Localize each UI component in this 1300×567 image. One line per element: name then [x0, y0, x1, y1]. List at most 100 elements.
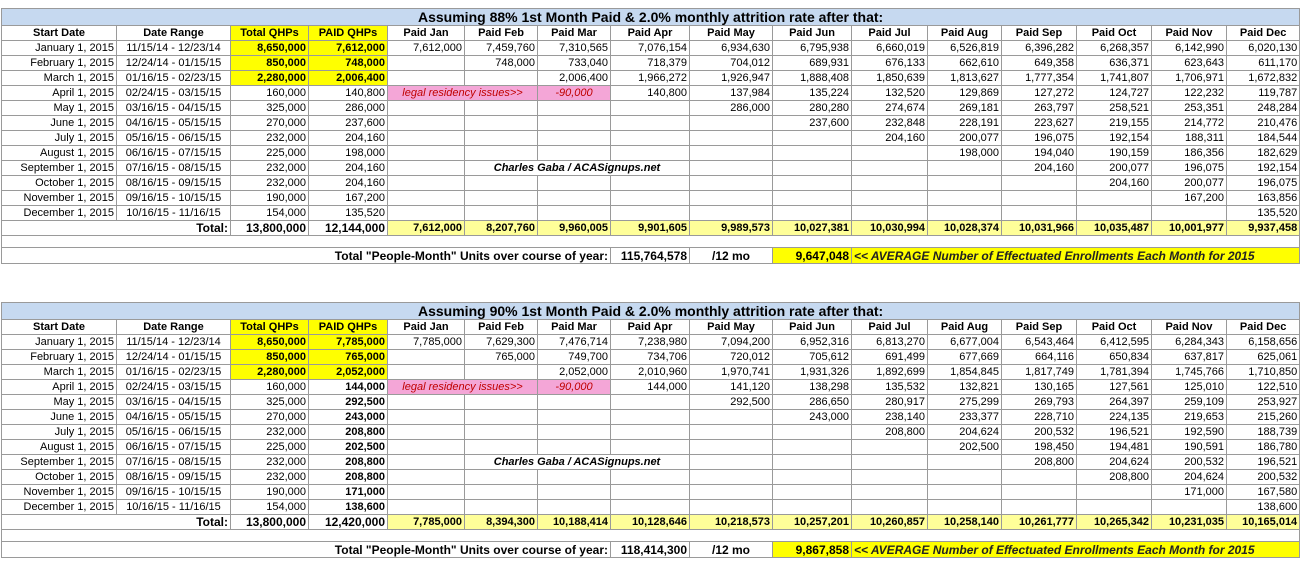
- empty-cell: [689, 160, 773, 176]
- cell: 637,817: [1151, 349, 1227, 365]
- cell: 09/16/15 - 10/15/15: [116, 190, 231, 206]
- column-header: Paid Nov: [1151, 25, 1227, 41]
- empty-cell: [537, 394, 611, 410]
- cell: 636,371: [1076, 55, 1152, 71]
- empty-cell: [772, 484, 852, 500]
- cell: 119,787: [1225, 85, 1300, 101]
- summary-average: 9,867,858: [772, 541, 852, 558]
- column-header: Paid Sep: [1001, 319, 1077, 335]
- cell: 196,075: [1001, 130, 1077, 146]
- cell: -90,000: [537, 85, 611, 101]
- empty-cell: [772, 130, 852, 146]
- cell: 224,135: [1076, 409, 1152, 425]
- empty-cell: [537, 424, 611, 440]
- cell: 6,813,270: [851, 334, 928, 350]
- total-row: Total: 13,800,000 12,420,000 7,785,000 8,394…: [1, 514, 1300, 530]
- cell: 202,500: [927, 439, 1002, 455]
- empty-cell: [387, 454, 465, 470]
- empty-cell: [1001, 190, 1077, 206]
- column-header: Paid Apr: [610, 319, 690, 335]
- cell: 662,610: [927, 55, 1002, 71]
- cell: 748,000: [464, 55, 538, 71]
- cell: 286,000: [689, 100, 773, 116]
- cell: June 1, 2015: [1, 115, 117, 131]
- summary-row: Total "People-Month" Units over course o…: [1, 541, 1300, 558]
- cell: March 1, 2015: [1, 364, 117, 380]
- data-row: June 1, 2015 04/16/15 - 05/15/15 270,000 23…: [1, 115, 1300, 131]
- cell: 198,450: [1001, 439, 1077, 455]
- empty-cell: [387, 394, 465, 410]
- cell: 210,476: [1225, 115, 1300, 131]
- empty-cell: [1076, 499, 1152, 515]
- empty-cell: [689, 409, 773, 425]
- cell: 325,000: [230, 394, 309, 410]
- cell: 232,000: [230, 454, 309, 470]
- cell: 154,000: [230, 499, 309, 515]
- cell: 167,200: [1151, 190, 1227, 206]
- data-row: July 1, 2015 05/16/15 - 06/15/15 232,000 20…: [1, 130, 1300, 146]
- cell: April 1, 2015: [1, 379, 117, 395]
- cell: 07/16/15 - 08/15/15: [116, 160, 231, 176]
- cell: 623,643: [1151, 55, 1227, 71]
- column-header: Paid Jul: [851, 319, 928, 335]
- cell: 204,160: [1001, 160, 1077, 176]
- data-row: September 1, 2015 07/16/15 - 08/15/15 232,…: [1, 160, 1300, 176]
- cell: October 1, 2015: [1, 469, 117, 485]
- cell: 138,298: [772, 379, 852, 395]
- cell: 611,170: [1225, 55, 1300, 71]
- cell: 7,629,300: [464, 334, 538, 350]
- empty-cell: [537, 130, 611, 146]
- table-title: Assuming 90% 1st Month Paid & 2.0% month…: [0, 302, 1300, 320]
- cell: February 1, 2015: [1, 349, 117, 365]
- cell: 140,800: [610, 85, 690, 101]
- credit: Charles Gaba / ACASignups.net: [464, 454, 690, 470]
- empty-cell: [689, 469, 773, 485]
- empty-cell: [537, 499, 611, 515]
- spreadsheet-table: Assuming 90% 1st Month Paid & 2.0% month…: [0, 302, 1300, 558]
- total-cell: 10,218,573: [689, 514, 773, 530]
- cell: 03/16/15 - 04/15/15: [116, 394, 231, 410]
- column-header: PAID QHPs: [308, 319, 388, 335]
- empty-cell: [927, 205, 1002, 221]
- empty-cell: [387, 439, 465, 455]
- empty-cell: [387, 499, 465, 515]
- cell: 233,377: [927, 409, 1002, 425]
- cell: 1,926,947: [689, 70, 773, 86]
- cell: 263,797: [1001, 100, 1077, 116]
- empty-cell: [927, 190, 1002, 206]
- total-row: Total: 13,800,000 12,144,000 7,612,000 8,207…: [1, 220, 1300, 236]
- cell: 03/16/15 - 04/15/15: [116, 100, 231, 116]
- cell: 765,000: [308, 349, 388, 365]
- cell: 144,000: [308, 379, 388, 395]
- column-header: Paid Mar: [537, 319, 611, 335]
- cell: 04/16/15 - 05/15/15: [116, 409, 231, 425]
- cell: 243,000: [772, 409, 852, 425]
- cell: 625,061: [1225, 349, 1300, 365]
- cell: 04/16/15 - 05/15/15: [116, 115, 231, 131]
- summary-total: 118,414,300: [610, 541, 690, 558]
- cell: 705,612: [772, 349, 852, 365]
- cell: 196,521: [1076, 424, 1152, 440]
- empty-cell: [610, 424, 690, 440]
- empty-cell: [927, 499, 1002, 515]
- empty-cell: [772, 145, 852, 161]
- cell: 07/16/15 - 08/15/15: [116, 454, 231, 470]
- cell: 12/24/14 - 01/15/15: [116, 349, 231, 365]
- cell: 198,000: [308, 145, 388, 161]
- cell: 204,624: [1151, 469, 1227, 485]
- column-header: Paid Jun: [772, 25, 852, 41]
- empty-cell: [464, 469, 538, 485]
- cell: 274,674: [851, 100, 928, 116]
- cell: 237,600: [772, 115, 852, 131]
- cell: 2,280,000: [230, 364, 309, 380]
- empty-cell: [689, 484, 773, 500]
- cell: 720,012: [689, 349, 773, 365]
- blank-cell: [0, 235, 1300, 248]
- cell: 02/24/15 - 03/15/15: [116, 379, 231, 395]
- cell: 12/24/14 - 01/15/15: [116, 55, 231, 71]
- empty-cell: [537, 100, 611, 116]
- cell: June 1, 2015: [1, 409, 117, 425]
- header-row: Start Date Date Range Total QHPs PAID QHPs P…: [1, 25, 1300, 41]
- empty-cell: [772, 175, 852, 191]
- cell: 204,624: [927, 424, 1002, 440]
